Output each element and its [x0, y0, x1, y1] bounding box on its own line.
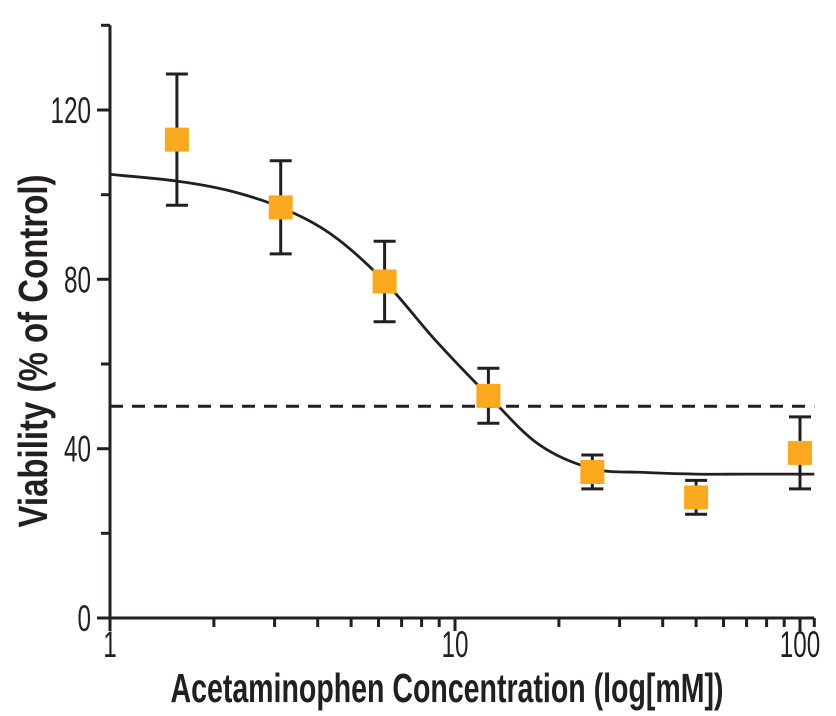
y-axis-title: Viability (% of Control) — [10, 175, 56, 528]
x-tick-label: 10 — [442, 624, 469, 665]
data-point-marker — [580, 460, 605, 484]
y-tick-label: 40 — [64, 429, 91, 470]
x-axis-title: Acetaminophen Concentration (log[mM]) — [171, 665, 724, 711]
y-tick-label: 120 — [51, 90, 92, 131]
error-bars — [165, 72, 811, 516]
ticks — [97, 23, 816, 631]
data-point-marker — [268, 195, 293, 220]
sigmoid-fit-curve — [109, 173, 815, 476]
y-tick-label: 0 — [78, 598, 92, 639]
data-point-marker — [476, 383, 501, 408]
axes — [108, 25, 815, 620]
y-tick-label: 80 — [64, 259, 91, 300]
data-point-marker — [684, 485, 709, 510]
data-point-marker — [372, 269, 397, 294]
x-tick-label: 100 — [780, 624, 821, 665]
tick-labels: 1 10 100 0 40 80 120 — [51, 90, 821, 665]
data-point-marker — [788, 440, 812, 465]
data-points — [164, 127, 812, 510]
data-point-marker — [164, 127, 189, 152]
x-tick-label: 1 — [103, 624, 117, 665]
